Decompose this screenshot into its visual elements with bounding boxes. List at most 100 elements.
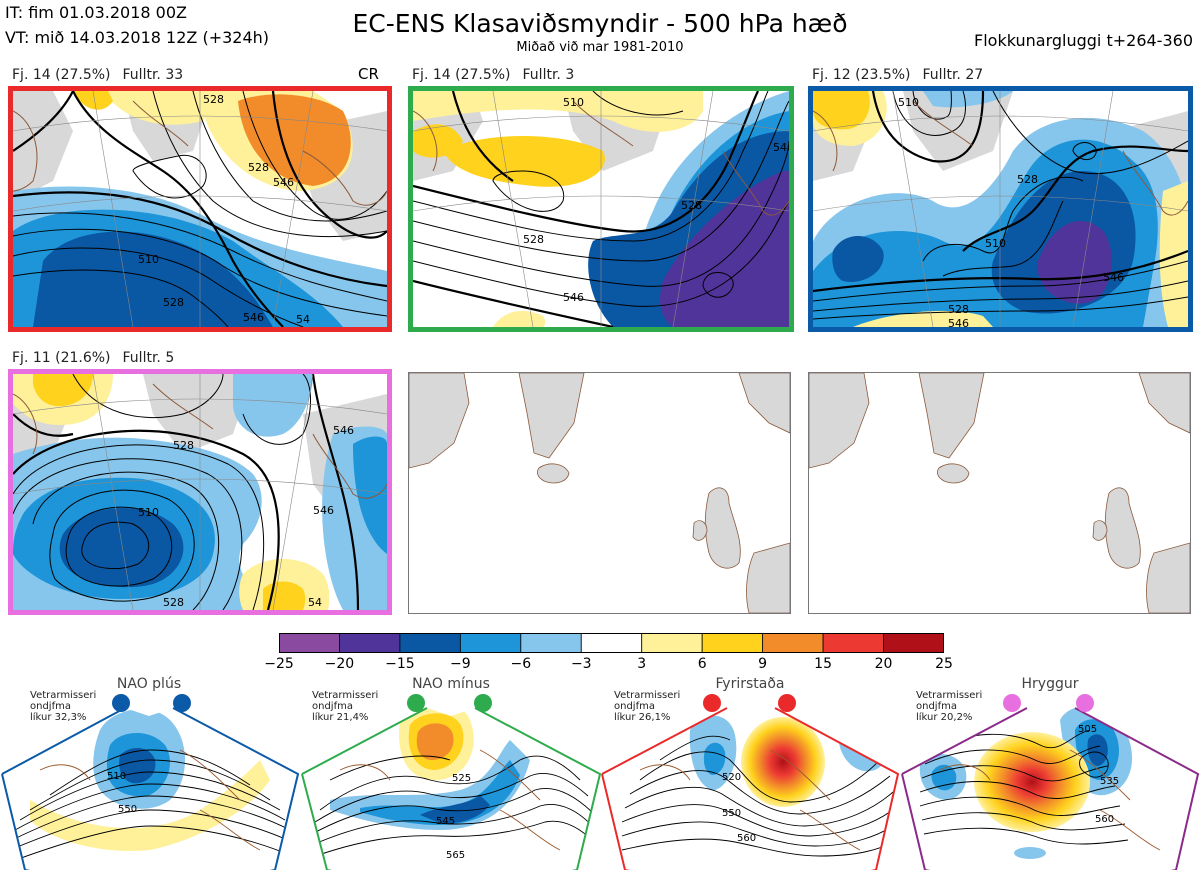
regime-4-note: Vetrarmisseri ondjfma bbox=[916, 690, 983, 712]
cluster-1-percent: Fj. 14 (27.5%) bbox=[12, 67, 111, 83]
regime-4-map bbox=[902, 708, 1198, 870]
regime-2-probability: líkur 21,4% bbox=[312, 712, 369, 723]
regime-2-map bbox=[302, 708, 600, 870]
cluster-3-contour-label: 528 bbox=[1017, 173, 1038, 186]
regime-2-contour-label: 565 bbox=[446, 850, 465, 861]
colorbar-cell bbox=[339, 633, 401, 653]
cluster-4-label: Fj. 11 (21.6%) Fulltr. 5 bbox=[12, 350, 174, 366]
regime-1-note: Vetrarmisseri ondjfma bbox=[30, 690, 97, 712]
colorbar-cell bbox=[399, 633, 461, 653]
colorbar-tick-label: −25 bbox=[264, 656, 294, 672]
empty-map-panel-1 bbox=[408, 372, 791, 614]
cluster-2-contour-label: 528 bbox=[523, 233, 544, 246]
cluster-3-map-graphic: 510 510 528 528 546 546 bbox=[813, 91, 1188, 327]
cluster-1-members: Fulltr. 33 bbox=[122, 67, 184, 83]
cluster-4-contour-label: 546 bbox=[313, 504, 334, 517]
cluster-4-members: Fulltr. 5 bbox=[122, 350, 175, 366]
colorbar-tick-label: −20 bbox=[324, 656, 355, 672]
regime-3-marker bbox=[778, 694, 796, 712]
regime-2-note: Vetrarmisseri ondjfma bbox=[312, 690, 379, 712]
regime-maps: 510 550 525 545 565 bbox=[1, 694, 1200, 870]
cluster-4-map: 528 510 528 546 546 54 bbox=[8, 369, 392, 615]
regime-3-note: Vetrarmisseri ondjfma bbox=[614, 690, 681, 712]
cluster-4-contour-label: 510 bbox=[138, 506, 159, 519]
cluster-2-map: 510 528 528 546 546 bbox=[408, 86, 794, 332]
regime-1-probability: líkur 32,3% bbox=[30, 712, 87, 723]
cluster-2-contour-label: 510 bbox=[563, 96, 584, 109]
cluster-3-map: 510 510 528 528 546 546 bbox=[808, 86, 1193, 332]
empty-map-graphic-2 bbox=[809, 373, 1190, 613]
colorbar-tick-label: −9 bbox=[450, 656, 471, 672]
initial-time: IT: fim 01.03.2018 00Z bbox=[5, 3, 187, 22]
regime-2-contour-label: 525 bbox=[452, 773, 471, 784]
valid-time: VT: mið 14.03.2018 12Z (+324h) bbox=[5, 28, 270, 47]
regime-3-name: Fyrirstaða bbox=[715, 676, 785, 692]
regime-1-marker bbox=[112, 694, 130, 712]
cluster-3-contour-label: 528 bbox=[948, 303, 969, 316]
cluster-2-members: Fulltr. 3 bbox=[522, 67, 575, 83]
empty-map-panel-2 bbox=[808, 372, 1191, 614]
regime-1-map bbox=[2, 708, 298, 870]
cluster-3-contour-label: 510 bbox=[898, 96, 919, 109]
cluster-3-label: Fj. 12 (23.5%) Fulltr. 27 bbox=[812, 67, 983, 83]
regime-1-contour-label: 510 bbox=[107, 771, 126, 782]
regime-3-contour-label: 520 bbox=[722, 772, 741, 783]
regime-3-contour-label: 560 bbox=[737, 833, 756, 844]
cluster-1-cr-tag: CR bbox=[358, 65, 379, 83]
colorbar-cell bbox=[580, 633, 643, 653]
cluster-1-contour-label: 546 bbox=[273, 176, 294, 189]
cluster-2-contour-label: 546 bbox=[563, 291, 584, 304]
cluster-1-label: Fj. 14 (27.5%) Fulltr. 33 bbox=[12, 67, 183, 83]
cluster-1-contour-label: 546 bbox=[243, 311, 264, 324]
regime-4-name: Hryggur bbox=[1021, 676, 1079, 692]
regime-4-contour-label: 505 bbox=[1078, 724, 1097, 735]
anomaly-colorbar bbox=[279, 633, 944, 653]
colorbar-tick-label: 6 bbox=[697, 656, 707, 672]
cluster-3-contour-label: 546 bbox=[1103, 271, 1124, 284]
cluster-2-contour-label: 528 bbox=[681, 199, 702, 212]
regime-4-marker bbox=[1003, 694, 1021, 712]
cluster-4-contour-label: 528 bbox=[173, 439, 194, 452]
cluster-1-contour-label: 528 bbox=[248, 161, 269, 174]
regime-3-marker bbox=[703, 694, 721, 712]
colorbar-tick-label: −15 bbox=[385, 656, 415, 672]
cluster-1-contour-label: 54 bbox=[296, 313, 310, 326]
cluster-3-percent: Fj. 12 (23.5%) bbox=[812, 67, 911, 83]
cluster-4-percent: Fj. 11 (21.6%) bbox=[12, 350, 111, 366]
colorbar-tick-label: 20 bbox=[874, 656, 893, 672]
cluster-2-contour-label: 546 bbox=[773, 141, 789, 154]
page-title: EC-ENS Klasaviðsmyndir - 500 hPa hæð bbox=[352, 9, 848, 38]
colorbar-cell bbox=[279, 633, 340, 653]
cluster-4-contour-label: 528 bbox=[163, 596, 184, 609]
page-subtitle: Miðað við mar 1981-2010 bbox=[516, 40, 684, 55]
colorbar-cell bbox=[701, 633, 764, 653]
colorbar-cell bbox=[883, 633, 944, 653]
cluster-4-contour-label: 546 bbox=[333, 424, 354, 437]
regime-2-marker bbox=[474, 694, 492, 712]
regime-1-marker bbox=[173, 694, 191, 712]
cluster-3-members: Fulltr. 27 bbox=[922, 67, 984, 83]
cluster-1-map-graphic: 528 510 528 528 546 546 54 bbox=[13, 91, 387, 327]
regime-1-name: NAO plús bbox=[116, 676, 182, 692]
cluster-1-contour-label: 528 bbox=[163, 296, 184, 309]
regime-3-probability: líkur 26,1% bbox=[614, 712, 671, 723]
regime-2-contour-label: 545 bbox=[436, 816, 455, 827]
regime-2-marker bbox=[407, 694, 425, 712]
colorbar-tick-label: 9 bbox=[758, 656, 768, 672]
regime-4-probability: líkur 20,2% bbox=[916, 712, 973, 723]
regime-2-name: NAO mínus bbox=[412, 676, 490, 692]
regime-4-marker bbox=[1076, 694, 1094, 712]
cluster-1-contour-label: 528 bbox=[203, 93, 224, 106]
colorbar-cell bbox=[641, 633, 703, 653]
cluster-1-map: 528 510 528 528 546 546 54 bbox=[8, 86, 392, 332]
regime-4-contour-label: 560 bbox=[1095, 814, 1114, 825]
cluster-4-map-graphic: 528 510 528 546 546 54 bbox=[13, 374, 387, 610]
colorbar-tick-label: 15 bbox=[814, 656, 832, 672]
colorbar-cell bbox=[520, 633, 582, 653]
cluster-2-percent: Fj. 14 (27.5%) bbox=[412, 67, 511, 83]
colorbar-cell bbox=[459, 633, 522, 653]
cluster-2-map-graphic: 510 528 528 546 546 bbox=[413, 91, 789, 327]
colorbar-cell bbox=[762, 633, 824, 653]
regime-1-contour-label: 550 bbox=[118, 804, 137, 815]
cluster-4-contour-label: 54 bbox=[308, 596, 322, 609]
